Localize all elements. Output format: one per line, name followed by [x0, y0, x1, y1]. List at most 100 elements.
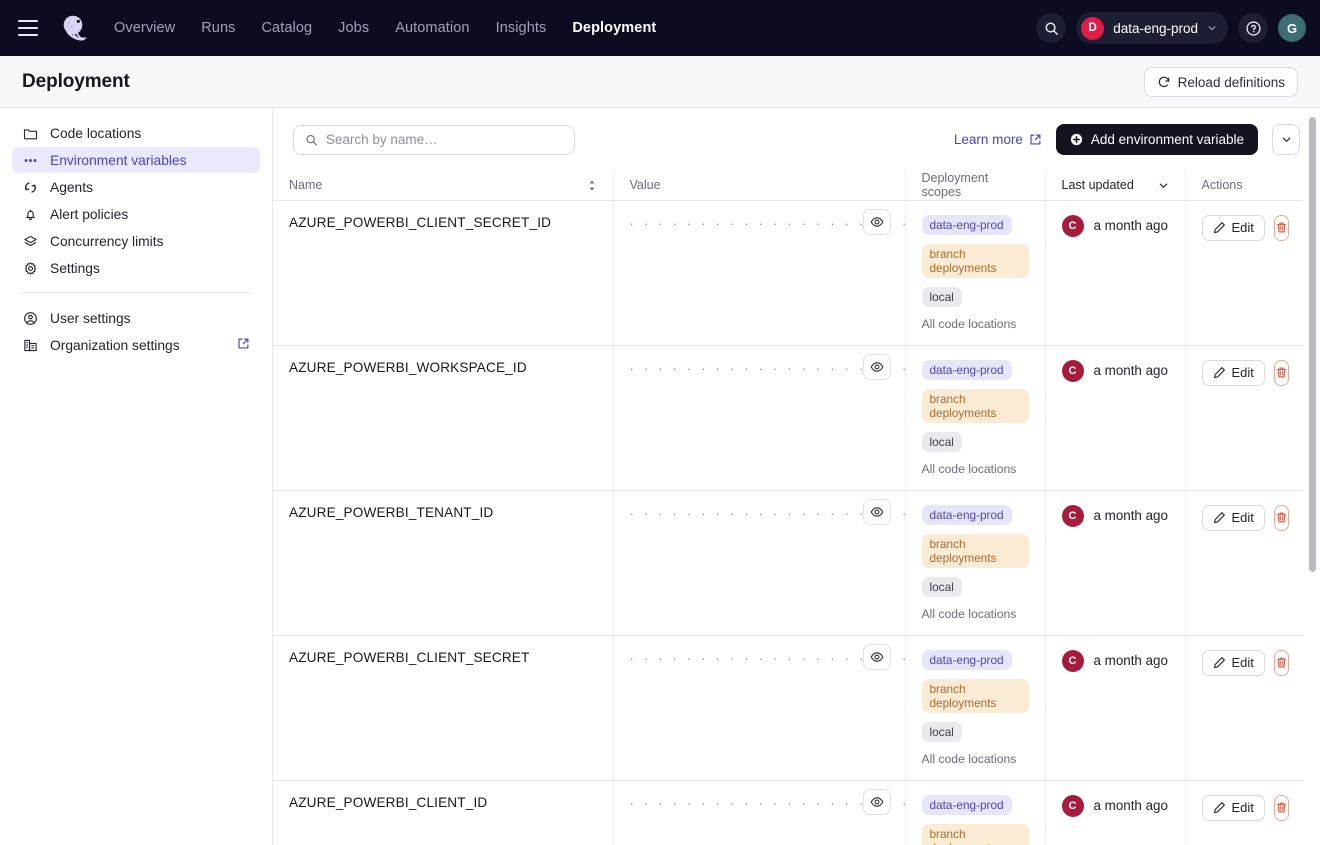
bell-icon [22, 206, 38, 222]
delete-button[interactable] [1273, 359, 1289, 386]
scope-tag: data-eng-prod [921, 504, 1012, 525]
scope-tag: local [921, 576, 962, 597]
dagster-logo-icon[interactable] [58, 11, 92, 45]
cell-variable-name: AZURE_POWERBI_CLIENT_ID [273, 780, 614, 845]
cell-actions: Edit [1185, 200, 1303, 346]
cell-actions: Edit [1185, 490, 1303, 636]
nav-link-automation[interactable]: Automation [395, 20, 470, 36]
nav-link-overview[interactable]: Overview [114, 20, 176, 36]
sidebar-item-settings[interactable]: Settings [12, 255, 260, 281]
nav-link-insights[interactable]: Insights [495, 20, 547, 36]
edit-button[interactable]: Edit [1201, 649, 1265, 676]
scope-tag: data-eng-prod [921, 794, 1012, 815]
add-environment-variable-button[interactable]: Add environment variable [1055, 124, 1258, 155]
variable-name: AZURE_POWERBI_CLIENT_SECRET [289, 649, 530, 665]
table-row: AZURE_POWERBI_WORKSPACE_ID · · · · · · · … [273, 345, 1303, 491]
column-header-deployment-scopes[interactable]: Deployment scopes [905, 171, 1046, 201]
delete-button[interactable] [1273, 214, 1289, 241]
sidebar-item-code-locations[interactable]: Code locations [12, 120, 260, 146]
cell-deployment-scopes: data-eng-prod branch deployments local All … [905, 635, 1046, 781]
user-circle-icon [22, 310, 38, 326]
column-header-value-label: Value [629, 178, 661, 193]
column-header-value[interactable]: Value [613, 171, 906, 201]
building-icon [22, 337, 38, 353]
scope-tag: branch deployments [921, 678, 1029, 713]
learn-more-link[interactable]: Learn more [954, 132, 1042, 147]
scope-tag: local [921, 286, 962, 307]
sidebar-item-concurrency-limits[interactable]: Concurrency limits [12, 228, 260, 254]
pencil-icon [1213, 222, 1225, 234]
author-avatar: C [1061, 359, 1084, 382]
cell-deployment-scopes: data-eng-prod branch deployments local All … [905, 490, 1046, 636]
reload-definitions-button[interactable]: Reload definitions [1143, 67, 1298, 97]
eye-icon[interactable] [862, 498, 891, 525]
help-icon[interactable] [1238, 13, 1268, 43]
cell-actions: Edit [1185, 635, 1303, 781]
search-input[interactable] [325, 132, 563, 147]
author-avatar: C [1061, 214, 1084, 237]
scope-tag: local [921, 431, 962, 452]
deployment-name: data-eng-prod [1113, 20, 1198, 36]
cell-variable-name: AZURE_POWERBI_CLIENT_SECRET [273, 635, 614, 781]
search-box[interactable] [293, 124, 575, 155]
main-content: Learn more Add environment variable [273, 108, 1320, 845]
sidebar-item-alert-policies[interactable]: Alert policies [12, 201, 260, 227]
cell-variable-value: · · · · · · · · · · · · · · · · · · · · [613, 635, 906, 781]
primary-nav-links: Overview Runs Catalog Jobs Automation In… [114, 20, 656, 36]
sidebar-item-user-settings[interactable]: User settings [12, 305, 260, 331]
add-variable-dropdown-button[interactable] [1272, 124, 1300, 155]
masked-value: · · · · · · · · · · · · · · · · · · · · [629, 360, 910, 376]
author-avatar: C [1061, 649, 1084, 672]
top-navigation-bar: Overview Runs Catalog Jobs Automation In… [0, 0, 1320, 56]
edit-button-label: Edit [1231, 800, 1254, 815]
environment-variables-table-container: Name Value Deployment scopes [273, 171, 1320, 845]
top-nav-right-controls: D data-eng-prod G [1036, 0, 1306, 56]
last-updated-time: a month ago [1093, 653, 1168, 668]
pencil-icon [1213, 657, 1225, 669]
cell-variable-value: · · · · · · · · · · · · · · · · · · · · [613, 345, 910, 491]
sidebar: Code locations Environment variables [0, 108, 273, 845]
sidebar-item-agents[interactable]: Agents [12, 174, 260, 200]
dots-icon [22, 152, 38, 168]
edit-button[interactable]: Edit [1201, 794, 1265, 821]
pencil-icon [1213, 802, 1225, 814]
add-environment-variable-label: Add environment variable [1090, 132, 1244, 147]
reload-definitions-icon [1158, 76, 1170, 88]
sidebar-item-organization-settings[interactable]: Organization settings [12, 332, 260, 358]
edit-button-label: Edit [1231, 655, 1254, 670]
external-link-icon [237, 337, 250, 353]
column-header-name[interactable]: Name [273, 171, 614, 201]
scope-tag: branch deployments [921, 243, 1029, 278]
eye-icon[interactable] [862, 353, 891, 380]
nav-link-catalog[interactable]: Catalog [261, 20, 313, 36]
sidebar-label: Concurrency limits [50, 233, 164, 249]
nav-link-runs[interactable]: Runs [201, 20, 236, 36]
table-body: AZURE_POWERBI_CLIENT_SECRET_ID · · · · · … [273, 200, 1303, 845]
sidebar-item-environment-variables[interactable]: Environment variables [12, 147, 260, 173]
nav-link-jobs[interactable]: Jobs [338, 20, 370, 36]
search-icon[interactable] [1036, 13, 1067, 43]
edit-button[interactable]: Edit [1201, 504, 1265, 531]
variable-name: AZURE_POWERBI_CLIENT_ID [289, 794, 488, 810]
folder-icon [22, 125, 38, 141]
edit-button[interactable]: Edit [1201, 214, 1265, 241]
all-code-locations-label: All code locations [921, 606, 1017, 621]
column-header-last-updated[interactable]: Last updated [1045, 171, 1186, 201]
sort-updown-icon [589, 180, 594, 191]
column-header-actions: Actions [1185, 171, 1303, 201]
edit-button[interactable]: Edit [1201, 359, 1265, 386]
delete-button[interactable] [1273, 794, 1289, 821]
vertical-scrollbar[interactable] [1309, 117, 1316, 572]
delete-button[interactable] [1273, 649, 1289, 676]
eye-icon[interactable] [862, 788, 891, 815]
eye-icon[interactable] [862, 208, 891, 235]
deployment-switcher[interactable]: D data-eng-prod [1076, 12, 1228, 44]
delete-button[interactable] [1273, 504, 1289, 531]
hamburger-menu-icon[interactable] [18, 15, 44, 41]
masked-value: · · · · · · · · · · · · · · · · · · · · [629, 505, 910, 521]
table-row: AZURE_POWERBI_CLIENT_ID · · · · · · · · ·… [273, 780, 1303, 845]
nav-link-deployment[interactable]: Deployment [572, 20, 657, 36]
eye-icon[interactable] [862, 643, 891, 670]
user-avatar[interactable]: G [1278, 14, 1306, 42]
